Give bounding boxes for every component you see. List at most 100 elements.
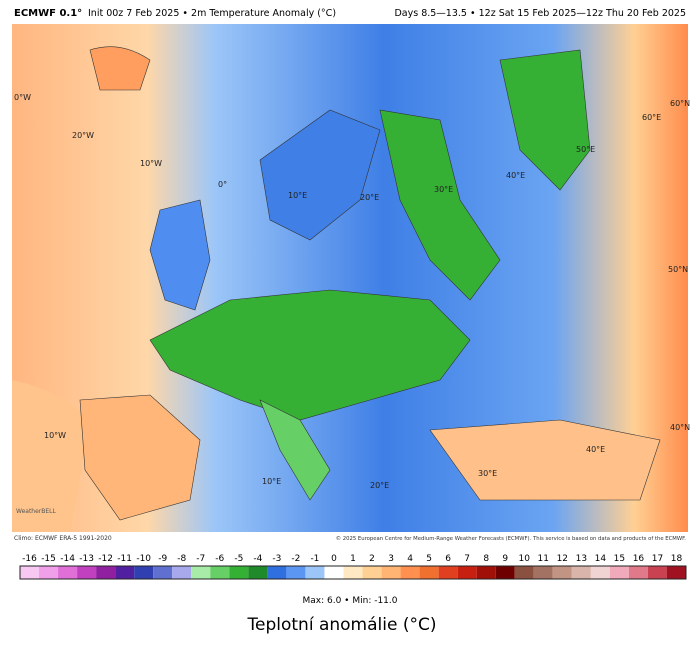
colorbar-cell xyxy=(134,566,154,579)
colorbar-label: -15 xyxy=(41,554,56,564)
colorbar-cell xyxy=(210,566,230,579)
colorbar-label: 16 xyxy=(633,554,645,564)
colorbar-label: -8 xyxy=(177,554,186,564)
colorbar-cell xyxy=(590,566,610,579)
colorbar-cell xyxy=(96,566,116,579)
colorbar-label: 2 xyxy=(369,554,375,564)
colorbar-cell xyxy=(286,566,306,579)
colorbar-label: -14 xyxy=(60,554,75,564)
grid-label: 30°E xyxy=(478,469,497,478)
colorbar-label: -11 xyxy=(117,554,132,564)
grid-label: 50°E xyxy=(576,145,595,154)
colorbar-label: 18 xyxy=(671,554,683,564)
colorbar-label: 14 xyxy=(595,554,607,564)
colorbar-label: 10 xyxy=(519,554,531,564)
valid-time: Days 8.5—13.5 • 12z Sat 15 Feb 2025—12z … xyxy=(394,8,686,19)
grid-label: 20°E xyxy=(370,481,389,490)
grid-label: 30°E xyxy=(434,185,453,194)
colorbar-label: 17 xyxy=(652,554,663,564)
colorbar-cell xyxy=(305,566,325,579)
colorbar-cell xyxy=(609,566,629,579)
grid-label: 20°W xyxy=(72,131,94,140)
colorbar-label: -12 xyxy=(98,554,113,564)
copyright: © 2025 European Centre for Medium-Range … xyxy=(336,535,687,542)
colorbar-cell xyxy=(476,566,496,579)
sea-warm xyxy=(12,380,90,532)
colorbar-cell xyxy=(533,566,553,579)
colorbar-cell xyxy=(267,566,287,579)
colorbar-label: -9 xyxy=(158,554,167,564)
colorbar-cell xyxy=(343,566,363,579)
colorbar-label: -2 xyxy=(291,554,300,564)
colorbar-label: 9 xyxy=(502,554,508,564)
colorbar-cell xyxy=(666,566,686,579)
iceland xyxy=(89,46,151,91)
colorbar-cell xyxy=(191,566,211,579)
colorbar-label: -16 xyxy=(22,554,37,564)
grid-label: 60°E xyxy=(642,113,661,122)
grid-label: 10°W xyxy=(44,431,66,440)
colorbar-label: 6 xyxy=(445,554,451,564)
colorbar-cell xyxy=(77,566,97,579)
colorbar-cell xyxy=(495,566,515,579)
colorbar-cell xyxy=(381,566,401,579)
colorbar-cell xyxy=(438,566,458,579)
colorbar-label: 12 xyxy=(557,554,568,564)
colorbar-label: -5 xyxy=(234,554,243,564)
colorbar-label: 8 xyxy=(483,554,489,564)
grid-label: 10°W xyxy=(140,159,162,168)
colorbar-label: -7 xyxy=(196,554,205,564)
colorbar-cell xyxy=(552,566,572,579)
grid-label: 10°E xyxy=(288,191,307,200)
colorbar-cell xyxy=(419,566,439,579)
colorbar-label: 0 xyxy=(331,554,337,564)
russia-green xyxy=(499,49,591,191)
colorbar-cell xyxy=(115,566,135,579)
stats: Max: 6.0 • Min: -11.0 xyxy=(303,596,398,606)
colorbar-label: -3 xyxy=(272,554,281,564)
colorbar-label: 13 xyxy=(576,554,587,564)
colorbar-label: 5 xyxy=(426,554,432,564)
grid-label: 10°E xyxy=(262,477,281,486)
colorbar-cell xyxy=(20,566,40,579)
grid-label: 0° xyxy=(218,180,227,189)
colorbar-label: -4 xyxy=(253,554,262,564)
colorbar-cell xyxy=(647,566,667,579)
colorbar-label: 11 xyxy=(538,554,549,564)
turkey xyxy=(429,419,661,501)
colorbar-label: 1 xyxy=(350,554,356,564)
grid-label: 0°W xyxy=(14,93,31,102)
grid-label: 20°E xyxy=(360,193,379,202)
colorbar-label: -10 xyxy=(136,554,151,564)
colorbar-cell xyxy=(172,566,192,579)
caption: Teplotní anomálie (°C) xyxy=(247,615,437,635)
grid-label: 50°N xyxy=(668,265,688,274)
climo: Climo: ECMWF ERA-5 1991-2020 xyxy=(14,535,112,542)
grid-label: 40°E xyxy=(586,445,605,454)
colorbar-cell xyxy=(324,566,344,579)
iberia xyxy=(79,394,201,521)
colorbar-label: -1 xyxy=(310,554,319,564)
britain xyxy=(149,199,211,311)
colorbar-cell xyxy=(362,566,382,579)
colorbar-label: 7 xyxy=(464,554,470,564)
colorbar-cell xyxy=(400,566,420,579)
colorbar-cell xyxy=(457,566,477,579)
subtitle: Init 00z 7 Feb 2025 • 2m Temperature Ano… xyxy=(88,8,336,19)
grid-label: 60°N xyxy=(670,99,690,108)
italy xyxy=(259,399,331,501)
colorbar-label: 3 xyxy=(388,554,394,564)
scandinavia xyxy=(259,109,381,241)
map xyxy=(12,24,688,532)
central-europe xyxy=(149,289,471,421)
colorbar-label: -6 xyxy=(215,554,224,564)
grid-label: 40°E xyxy=(506,171,525,180)
colorbar-cell xyxy=(229,566,249,579)
colorbar-cell xyxy=(571,566,591,579)
colorbar-label: 15 xyxy=(614,554,625,564)
colorbar-label: 4 xyxy=(407,554,413,564)
grid-label: 40°N xyxy=(670,423,690,432)
colorbar-cell xyxy=(153,566,173,579)
colorbar-frame xyxy=(19,565,687,580)
